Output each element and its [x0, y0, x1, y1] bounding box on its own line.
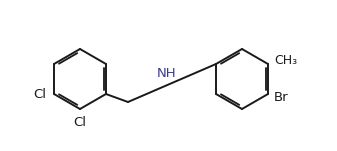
Text: CH₃: CH₃: [274, 55, 297, 67]
Text: NH: NH: [157, 66, 177, 79]
Text: Cl: Cl: [73, 116, 87, 129]
Text: Br: Br: [274, 90, 288, 103]
Text: Cl: Cl: [33, 87, 46, 101]
